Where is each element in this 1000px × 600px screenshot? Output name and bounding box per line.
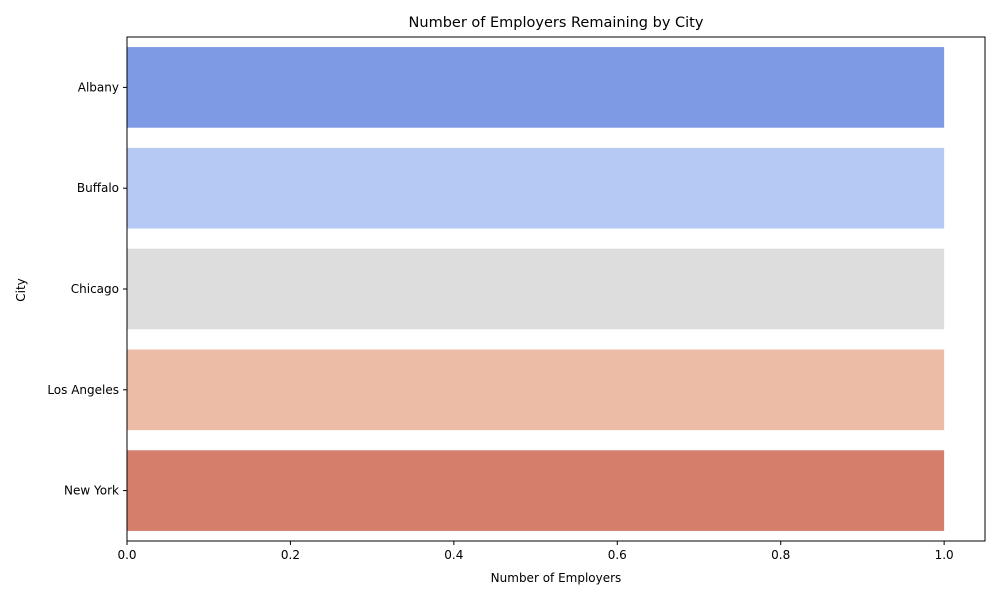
- x-tick-label: 1.0: [935, 548, 954, 562]
- bar-chicago: [127, 248, 945, 330]
- x-axis-label: Number of Employers: [491, 571, 622, 585]
- y-tick-label-los-angeles: Los Angeles: [47, 383, 119, 397]
- bar-new-york: [127, 450, 945, 531]
- chart-title: Number of Employers Remaining by City: [409, 15, 704, 31]
- y-tick-label-albany: Albany: [78, 80, 119, 94]
- x-tick-label: 0.8: [771, 548, 790, 562]
- bar-albany: [127, 47, 945, 128]
- x-tick-label: 0.6: [608, 548, 627, 562]
- y-ticks-group: Albany Buffalo Chicago Los Angeles New York: [47, 80, 127, 498]
- bar-buffalo: [127, 147, 945, 229]
- y-axis-label: City: [14, 278, 28, 302]
- y-tick-label-chicago: Chicago: [71, 282, 119, 296]
- x-tick-label: 0.2: [281, 548, 300, 562]
- x-tick-label: 0.0: [117, 548, 136, 562]
- y-tick-label-buffalo: Buffalo: [77, 181, 119, 195]
- x-tick-label: 0.4: [444, 548, 463, 562]
- x-ticks-group: 0.0 0.2 0.4 0.6 0.8 1.0: [117, 541, 954, 562]
- bar-los-angeles: [127, 349, 945, 431]
- y-tick-label-new-york: New York: [64, 484, 119, 498]
- bars-group: [127, 47, 945, 531]
